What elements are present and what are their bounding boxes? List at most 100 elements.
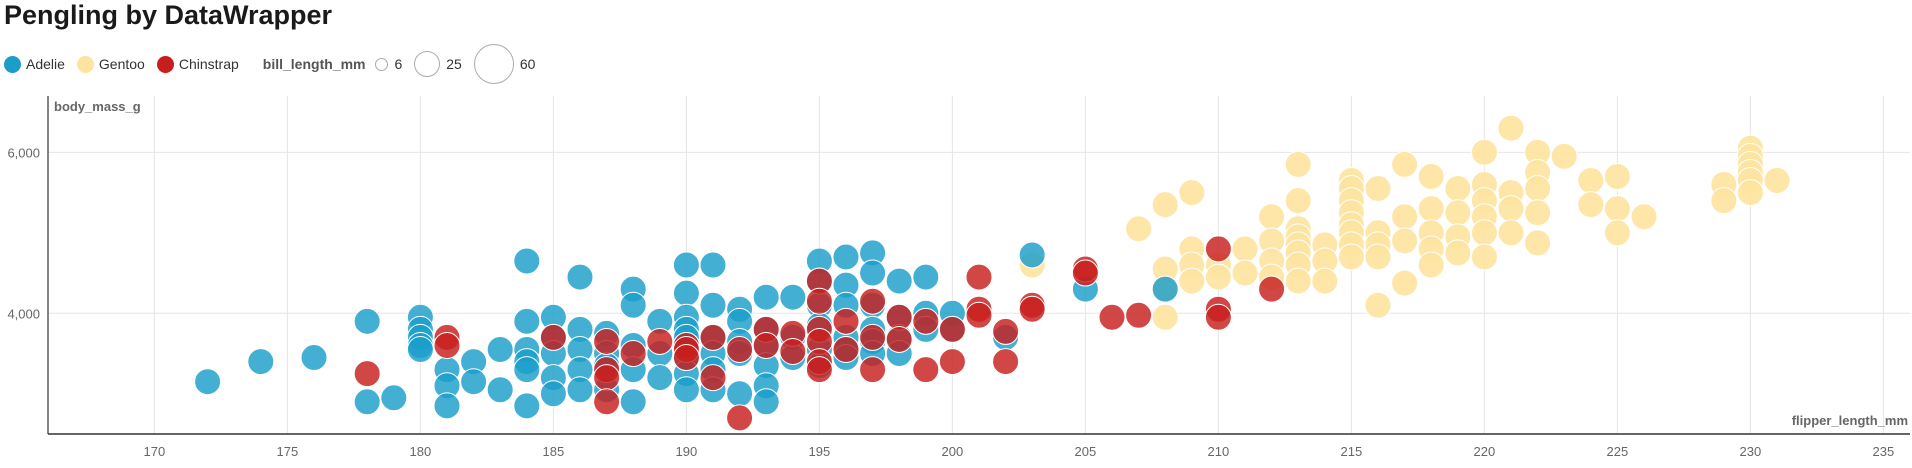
data-point-chinstrap (859, 323, 887, 351)
data-point-gentoo (1497, 114, 1525, 142)
data-point-adelie (486, 336, 514, 363)
data-point-chinstrap (646, 327, 674, 355)
data-point-gentoo (1417, 195, 1445, 223)
data-point-chinstrap (726, 336, 754, 363)
legend-size-item-large: 60 (473, 44, 536, 84)
data-point-gentoo (1311, 267, 1339, 295)
data-point-gentoo (1444, 175, 1472, 203)
data-point-gentoo (1364, 175, 1392, 203)
x-tick-label: 210 (1208, 444, 1230, 459)
data-point-chinstrap (965, 263, 993, 291)
data-point-adelie (619, 388, 647, 416)
data-point-gentoo (1125, 215, 1153, 243)
data-point-gentoo (1391, 269, 1419, 297)
series-adelie (194, 239, 1179, 420)
data-point-gentoo (1550, 142, 1578, 170)
data-point-gentoo (1444, 239, 1472, 267)
data-point-chinstrap (539, 323, 567, 351)
data-point-gentoo (1204, 263, 1232, 291)
data-point-adelie (406, 336, 434, 363)
data-point-adelie (832, 243, 860, 271)
legend-item-chinstrap[interactable]: Chinstrap (156, 55, 239, 73)
data-point-adelie (486, 376, 514, 404)
data-point-chinstrap (1258, 275, 1286, 303)
chart-title: Pengling by DataWrapper (4, 0, 333, 30)
x-tick-label: 230 (1740, 444, 1762, 459)
data-point-chinstrap (938, 348, 966, 376)
data-point-adelie (1018, 241, 1046, 269)
data-point-chinstrap (1018, 295, 1046, 323)
data-point-adelie (194, 368, 222, 396)
data-point-chinstrap (699, 323, 727, 351)
x-tick-label: 220 (1474, 444, 1496, 459)
data-point-adelie (247, 348, 275, 376)
y-tick-label: 4,000 (7, 306, 40, 321)
data-point-gentoo (1178, 267, 1206, 295)
x-tick-label: 175 (277, 444, 299, 459)
data-point-adelie (699, 251, 727, 279)
data-point-gentoo (1444, 199, 1472, 227)
data-point-chinstrap (1204, 235, 1232, 263)
data-point-adelie (513, 392, 541, 420)
data-point-gentoo (1391, 203, 1419, 231)
data-point-adelie (726, 380, 754, 408)
x-tick-label: 235 (1873, 444, 1895, 459)
x-tick-label: 205 (1075, 444, 1097, 459)
data-point-adelie (646, 364, 674, 392)
legend-item-gentoo[interactable]: Gentoo (76, 55, 145, 73)
data-point-gentoo (1630, 203, 1658, 231)
legend-label-adelie: Adelie (26, 56, 65, 72)
data-point-adelie (885, 267, 913, 295)
data-point-gentoo (1710, 187, 1738, 215)
data-point-chinstrap (593, 388, 621, 416)
x-tick-label: 195 (809, 444, 831, 459)
data-point-gentoo (1603, 162, 1631, 190)
data-point-chinstrap (699, 364, 727, 392)
data-point-gentoo (1364, 243, 1392, 271)
data-point-chinstrap (805, 356, 833, 384)
data-point-chinstrap (832, 336, 860, 363)
data-point-chinstrap (992, 317, 1020, 345)
data-point-gentoo (1524, 229, 1552, 257)
x-tick-label: 225 (1607, 444, 1629, 459)
data-point-adelie (566, 376, 594, 404)
data-point-gentoo (1470, 138, 1498, 166)
legend-size-label-small: 6 (394, 56, 403, 72)
data-point-chinstrap (1098, 303, 1126, 331)
data-point-gentoo (1284, 150, 1312, 178)
data-point-gentoo (1258, 203, 1286, 231)
y-tick-label: 6,000 (7, 145, 40, 160)
legend-label-gentoo: Gentoo (98, 56, 145, 72)
x-tick-label: 170 (144, 444, 166, 459)
data-point-adelie (460, 368, 488, 396)
x-tick-label: 215 (1341, 444, 1363, 459)
data-point-adelie (699, 291, 727, 319)
legend-item-adelie[interactable]: Adelie (4, 55, 65, 73)
legend: Adelie Gentoo Chinstrap bill_length_mm 6… (4, 44, 547, 84)
legend-size-title: bill_length_mm (262, 56, 366, 72)
data-point-chinstrap (912, 307, 940, 335)
x-tick-label: 180 (410, 444, 432, 459)
data-point-chinstrap (593, 364, 621, 392)
data-point-chinstrap (1125, 301, 1153, 329)
data-point-gentoo (1603, 195, 1631, 223)
data-point-adelie (300, 344, 328, 372)
data-point-chinstrap (672, 344, 700, 372)
data-point-chinstrap (353, 360, 381, 388)
data-point-gentoo (1603, 219, 1631, 247)
x-tick-label: 185 (543, 444, 565, 459)
data-point-chinstrap (805, 287, 833, 315)
data-point-chinstrap (726, 404, 754, 432)
data-point-adelie (672, 251, 700, 279)
series-gentoo (1018, 114, 1791, 331)
data-points (194, 114, 1791, 432)
data-point-chinstrap (779, 338, 807, 366)
data-point-chinstrap (912, 356, 940, 384)
data-point-chinstrap (965, 301, 993, 329)
data-point-gentoo (1577, 167, 1605, 194)
legend-size-label-large: 60 (519, 56, 536, 72)
data-point-adelie (539, 380, 567, 408)
data-point-gentoo (1231, 259, 1259, 287)
data-point-gentoo (1524, 199, 1552, 227)
data-point-adelie (779, 283, 807, 311)
